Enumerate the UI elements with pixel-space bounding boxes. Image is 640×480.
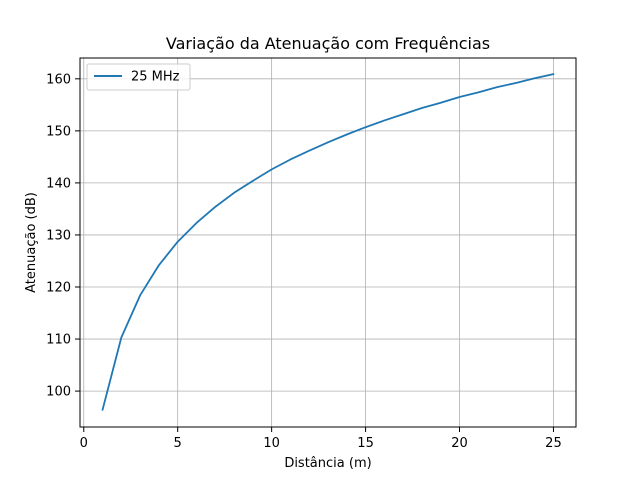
data-point: [121, 337, 123, 339]
data-point: [177, 241, 179, 243]
y-axis-label: Atenuação (dB): [24, 192, 39, 293]
legend-label: 25 MHz: [131, 70, 180, 85]
data-point: [421, 107, 423, 109]
y-tick-label: 100: [46, 385, 71, 400]
data-point: [496, 86, 498, 88]
data-point: [196, 222, 198, 224]
series-layer: [101, 73, 555, 411]
data-point: [252, 180, 254, 182]
data-point: [346, 134, 348, 136]
data-point: [102, 409, 104, 411]
data-point: [515, 82, 517, 84]
data-point: [402, 113, 404, 115]
legend: 25 MHz: [86, 63, 191, 91]
x-tick-label: 20: [451, 436, 468, 451]
data-point: [214, 206, 216, 208]
y-tick-label: 150: [46, 124, 71, 139]
data-point: [158, 264, 160, 266]
tick-layer: 0 5 10 15 20 25 100 110 120 130 140 150 160: [46, 72, 562, 451]
chart-title: Variação da Atenuação com Frequências: [166, 34, 490, 53]
data-point: [139, 295, 141, 297]
data-point: [478, 92, 480, 94]
plot-frame: [79, 57, 577, 428]
x-tick-label: 25: [545, 436, 562, 451]
y-tick-label: 120: [46, 280, 71, 295]
series-line: [101, 73, 555, 411]
data-point: [459, 96, 461, 98]
data-point: [308, 150, 310, 152]
plot-area: [80, 58, 576, 427]
data-point: [553, 73, 555, 75]
y-tick-label: 130: [46, 228, 71, 243]
data-point: [327, 142, 329, 144]
data-point: [233, 192, 235, 194]
x-tick-label: 15: [357, 436, 374, 451]
data-point: [271, 169, 273, 171]
data-point: [440, 102, 442, 104]
y-tick-label: 110: [46, 333, 71, 348]
data-point: [290, 159, 292, 161]
data-point: [534, 78, 536, 80]
x-axis-label: Distância (m): [284, 456, 371, 471]
data-point: [365, 126, 367, 128]
data-point: [384, 120, 386, 122]
y-tick-label: 140: [46, 176, 71, 191]
x-tick-label: 10: [263, 436, 280, 451]
x-tick-label: 5: [174, 436, 182, 451]
x-tick-label: 0: [80, 436, 88, 451]
y-tick-label: 160: [46, 72, 71, 87]
legend-box: [86, 63, 191, 91]
